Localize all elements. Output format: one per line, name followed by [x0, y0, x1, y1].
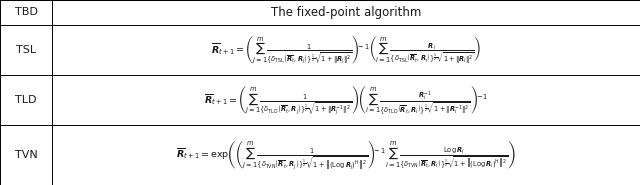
Text: $\overline{\boldsymbol{R}}_{t+1} = \left(\sum_{j=1}^{m} \frac{1}{\{\delta_{\math: $\overline{\boldsymbol{R}}_{t+1} = \left… — [204, 83, 488, 117]
Text: TSL: TSL — [16, 45, 36, 55]
Text: $\overline{\boldsymbol{R}}_{t+1} = \left(\sum_{j=1}^{m} \frac{1}{\{\delta_{\math: $\overline{\boldsymbol{R}}_{t+1} = \left… — [211, 34, 481, 66]
Text: TVN: TVN — [15, 150, 38, 160]
Text: TBD: TBD — [15, 7, 38, 18]
Text: $\overline{\boldsymbol{R}}_{t+1} = \exp\!\left(\left(\sum_{j=1}^{m} \frac{1}{\{\: $\overline{\boldsymbol{R}}_{t+1} = \exp\… — [176, 138, 516, 172]
Text: TLD: TLD — [15, 95, 37, 105]
Text: The fixed-point algorithm: The fixed-point algorithm — [271, 6, 421, 19]
